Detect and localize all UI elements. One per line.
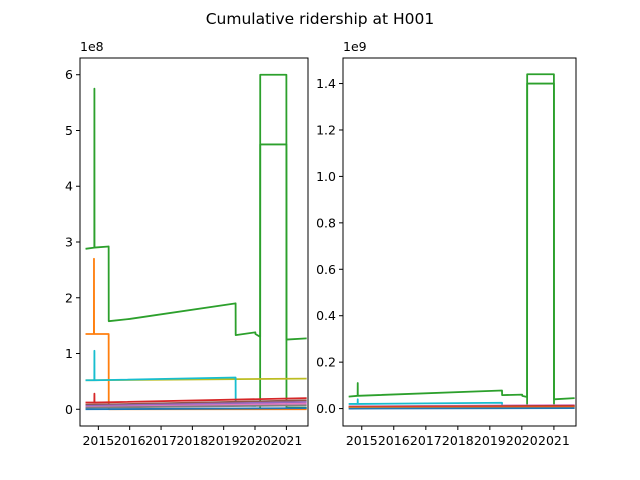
y-tick-label: 1 <box>65 346 73 361</box>
y-tick-label: 3 <box>65 235 73 250</box>
series-line-11 <box>85 407 307 411</box>
y-tick-label: 0.4 <box>316 308 336 323</box>
y-tick-label: 1.0 <box>316 169 336 184</box>
x-tick-label: 2019 <box>208 433 240 448</box>
series-line-10 <box>85 404 307 409</box>
series-group <box>85 73 307 411</box>
x-tick-label: 2020 <box>506 433 538 448</box>
x-tick-label: 2018 <box>442 433 474 448</box>
y-tick-label: 0 <box>65 402 73 417</box>
y-tick-label: 0.6 <box>316 262 336 277</box>
y-tick-label: 5 <box>65 123 73 138</box>
x-tick-label: 2015 <box>346 433 378 448</box>
y-tick-label: 0.8 <box>316 215 336 230</box>
x-tick-label: 2017 <box>410 433 442 448</box>
x-tick-label: 2021 <box>270 433 302 448</box>
y-offset-label: 1e8 <box>80 39 104 54</box>
y-tick-label: 2 <box>65 290 73 305</box>
x-tick-label: 2015 <box>82 433 114 448</box>
series-line-8 <box>85 401 307 407</box>
series-line-7 <box>85 399 307 406</box>
right-subplot: 0.0 0.2 0.4 0.6 0.8 1.0 1.2 1.4 2015 2016 2017 2018… <box>316 39 577 448</box>
y-offset-label: 1e9 <box>343 39 367 54</box>
series-line-6 <box>85 392 307 404</box>
series-line-2 <box>259 143 307 409</box>
series-group <box>348 73 575 410</box>
series-line-2 <box>526 82 575 408</box>
y-tick-label: 1.4 <box>316 76 336 91</box>
x-tick-label: 2017 <box>145 433 177 448</box>
y-tick-label: 6 <box>65 67 73 82</box>
y-tick-label: 0.0 <box>316 401 336 416</box>
x-tick-label: 2021 <box>538 433 570 448</box>
series-line-1 <box>348 73 575 401</box>
x-tick-label: 2016 <box>114 433 146 448</box>
left-subplot: 0 1 2 3 4 5 6 2015 2016 2017 2018 2019 2020 2021 1e8 <box>65 39 309 448</box>
y-tick-label: 0.2 <box>316 355 336 370</box>
x-tick-label: 2018 <box>176 433 208 448</box>
axes-frame <box>79 57 309 427</box>
x-tick-label: 2016 <box>378 433 410 448</box>
y-tick-label: 1.2 <box>316 122 336 137</box>
series-line-5 <box>85 349 256 407</box>
series-line-1 <box>85 73 307 341</box>
axes-frame <box>342 57 577 427</box>
series-line-3 <box>348 398 504 408</box>
series-line-3 <box>85 257 307 411</box>
x-tick-label: 2019 <box>474 433 506 448</box>
chart-title: Cumulative ridership at H001 <box>206 10 435 28</box>
x-tick-label: 2020 <box>239 433 271 448</box>
y-tick-label: 4 <box>65 179 73 194</box>
